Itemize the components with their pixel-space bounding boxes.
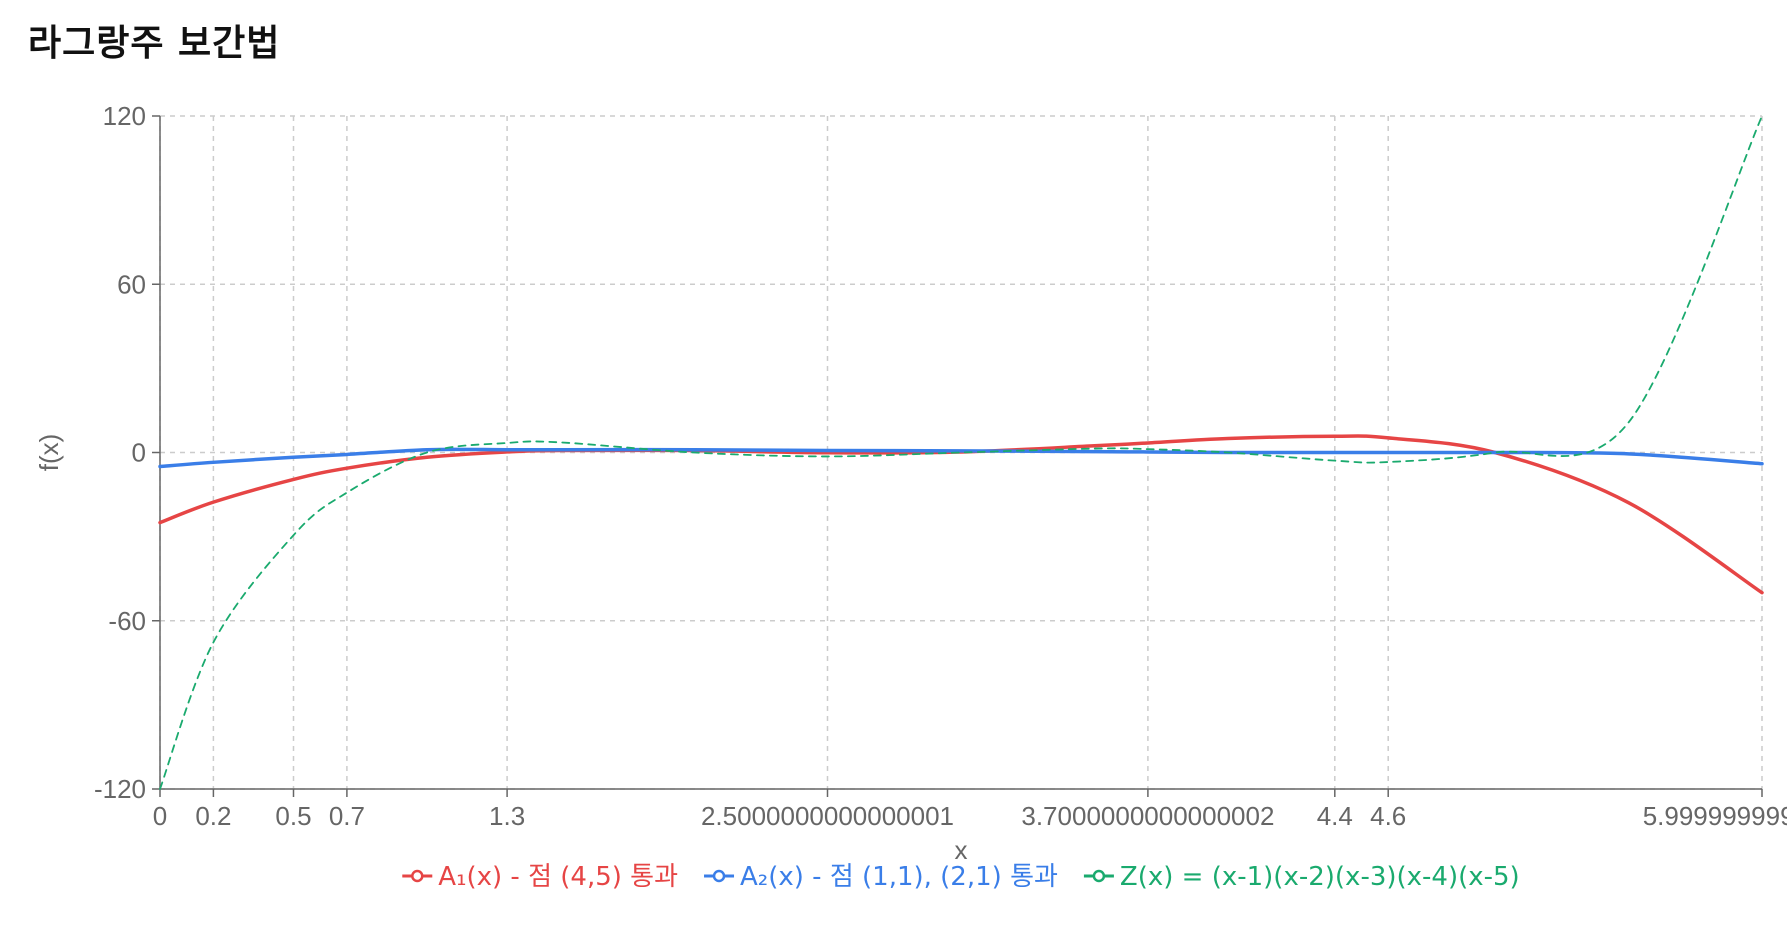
x-tick-label: 5.999999999999995	[1643, 801, 1787, 831]
series-line-3	[159, 115, 1763, 790]
legend-item-1: A₁(x) - 점 (4,5) 통과	[402, 862, 678, 892]
x-tick-label: 3.7000000000000002	[1021, 801, 1274, 831]
series-line-1	[158, 434, 1764, 595]
x-tick-label: 2.5000000000000001	[701, 801, 954, 831]
legend-label: A₂(x) - 점 (1,1), (2,1) 통과	[740, 862, 1058, 892]
x-tick-label: 0.2	[195, 801, 231, 831]
x-tick-label: 1.3	[489, 801, 525, 831]
x-tick-label: 4.6	[1370, 801, 1406, 831]
axes: 0 0.2 0.5 0.7 1.3 2.5000000000000001 3.7000000…	[34, 101, 1787, 865]
series-line-2	[158, 447, 1764, 469]
y-tick-label: 60	[117, 269, 146, 299]
legend-label: Z(x) = (x-1)(x-2)(x-3)(x-4)(x-5)	[1120, 862, 1520, 892]
series-lines	[158, 115, 1764, 790]
chart-title: 라그랑주 보간법	[28, 23, 281, 64]
legend-marker-icon	[411, 869, 424, 883]
legend-label: A₁(x) - 점 (4,5) 통과	[438, 862, 678, 892]
x-tick-label: 0	[153, 801, 167, 831]
x-axis-title: x	[955, 835, 968, 865]
legend-item-3: Z(x) = (x-1)(x-2)(x-3)(x-4)(x-5)	[1083, 862, 1520, 892]
x-tick-label: 4.4	[1317, 801, 1353, 831]
x-tick-label: 0.5	[275, 801, 311, 831]
legend: A₁(x) - 점 (4,5) 통과 A₂(x) - 점 (1,1), (2,1)…	[402, 862, 1520, 892]
x-tick-label: 0.7	[329, 801, 365, 831]
legend-marker-icon	[1092, 869, 1106, 883]
legend-item-2: A₂(x) - 점 (1,1), (2,1) 통과	[704, 862, 1058, 892]
y-tick-label: -120	[94, 774, 146, 804]
y-tick-label: 0	[132, 438, 146, 468]
y-tick-label: 120	[103, 101, 146, 131]
legend-marker-icon	[712, 869, 726, 883]
y-axis-title: f(x)	[34, 434, 64, 472]
y-tick-label: -60	[108, 606, 146, 636]
